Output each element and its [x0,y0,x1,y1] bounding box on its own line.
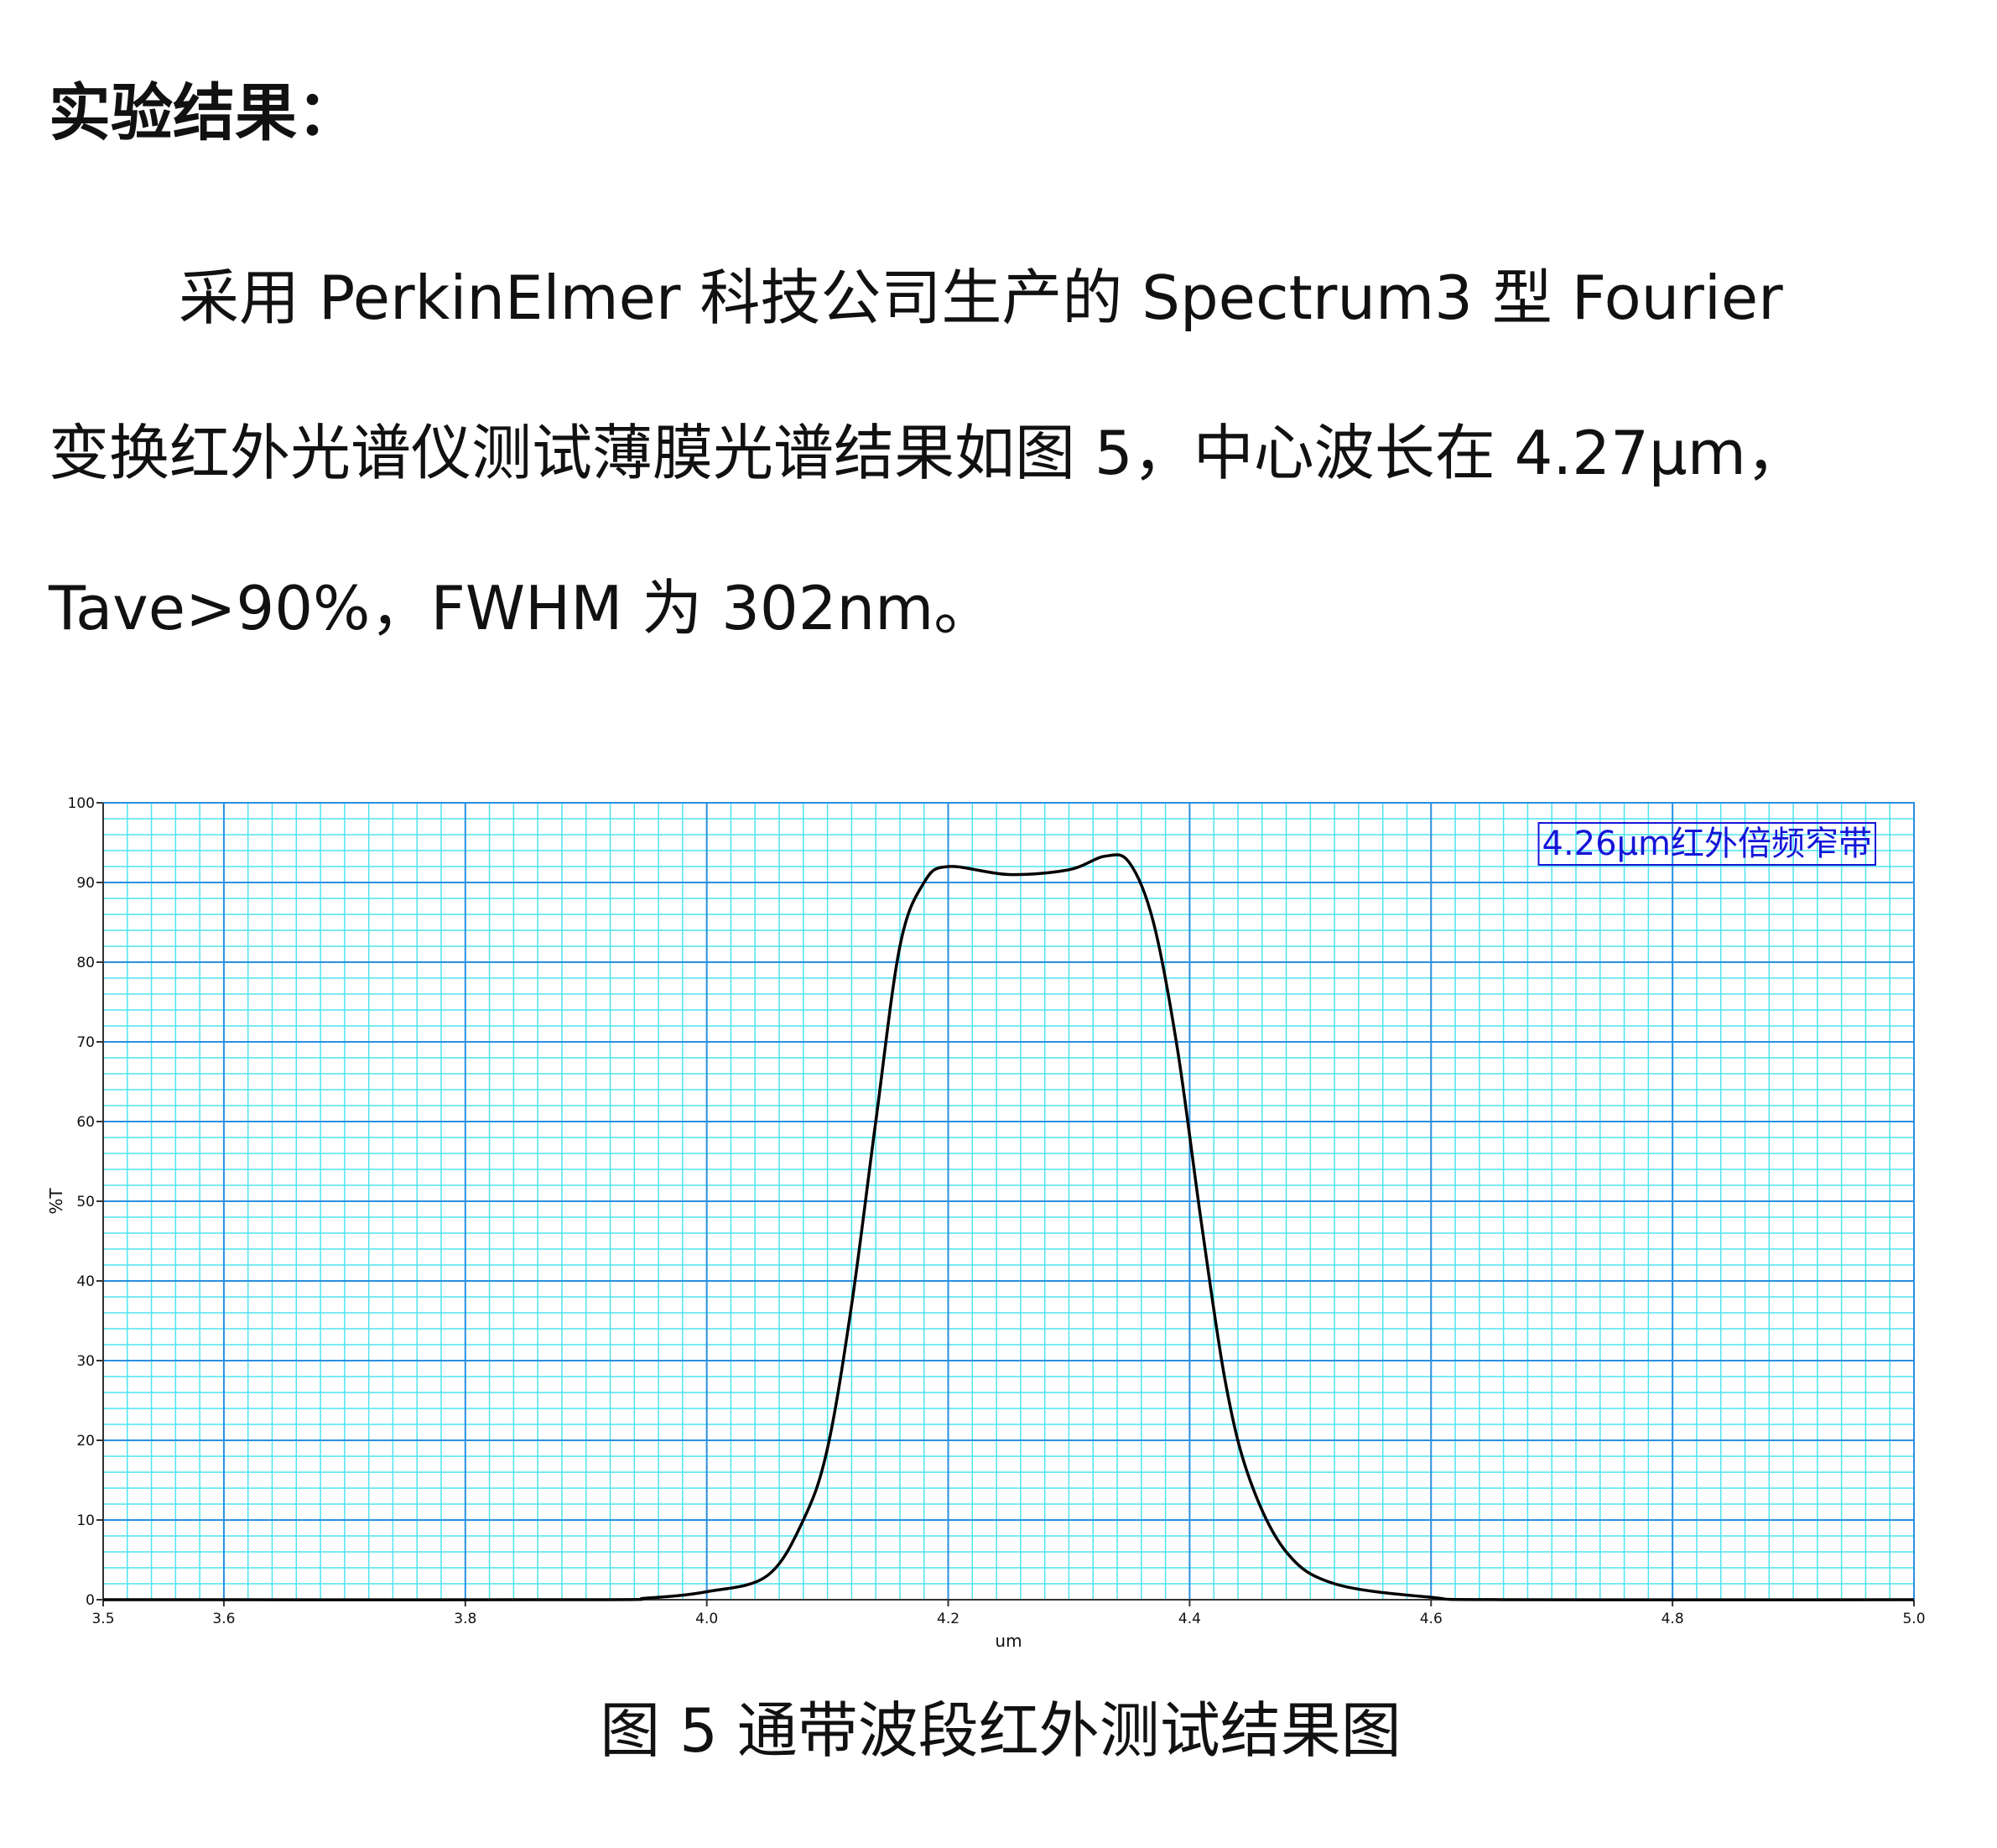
y-tick-label: 60 [76,1114,95,1131]
x-tick-label: 4.8 [1662,1611,1684,1627]
y-tick-label: 0 [86,1592,95,1609]
y-tick-label: 100 [68,795,95,812]
y-tick-label: 90 [76,875,95,892]
spectrum-line [102,853,1915,1601]
y-axis-label: %T [46,1188,66,1215]
x-tick-label: 4.2 [937,1611,959,1627]
x-tick-label: 5.0 [1902,1611,1925,1627]
paragraph-line: 变换红外光谱仪测试薄膜光谱结果如图 5，中心波长在 4.27μm， [49,418,1807,488]
x-tick-label: 3.5 [91,1611,114,1627]
legend-label: 4.26μm红外倍频窄带 [1542,825,1872,863]
y-tick-label: 40 [76,1273,95,1290]
chart: 0 10 20 30 40 50 60 70 80 90 100 3.5 3.6 3.8 4.0 4.2 4.4… [46,795,1926,1651]
x-tick-label: 4.0 [695,1611,718,1627]
paragraph-line: Tave>90%，FWHM 为 302nm。 [48,573,994,643]
x-tick-label: 3.6 [212,1611,235,1627]
paragraph-line: 采用 PerkinElmer 科技公司生产的 Spectrum3 型 Fouri… [179,263,1783,333]
y-tick-label: 10 [76,1512,95,1529]
y-tick-label: 20 [76,1433,95,1450]
caption: 图 5 通带波段红外测试结果图 [600,1695,1402,1766]
heading: 实验结果： [49,77,359,149]
y-tick-label: 50 [76,1194,95,1210]
x-tick-label: 3.8 [454,1611,476,1627]
legend-box [1537,822,1876,866]
y-tick-label: 80 [76,955,95,971]
y-tick-label: 70 [76,1034,95,1051]
y-tick-label: 30 [76,1353,95,1370]
x-tick-label: 4.6 [1420,1611,1443,1627]
x-axis-label: um [995,1631,1022,1651]
x-tick-label: 4.4 [1178,1611,1201,1627]
